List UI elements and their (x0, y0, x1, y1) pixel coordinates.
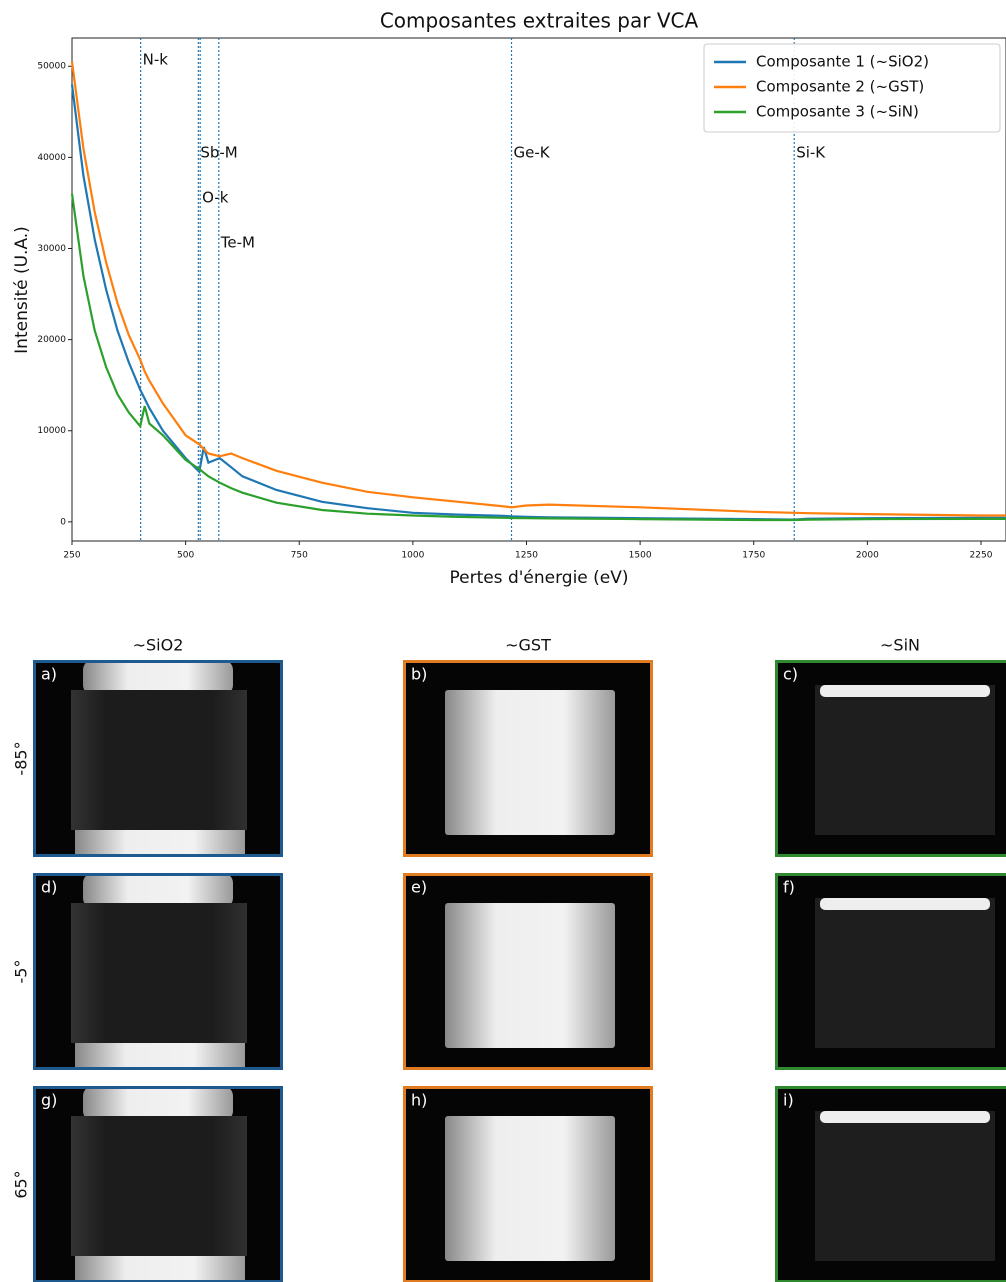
row-label: -85° (12, 741, 31, 775)
pillar-body (815, 685, 995, 835)
image-panel: h) (403, 1086, 653, 1282)
image-frame (403, 873, 653, 1070)
image-frame (33, 660, 283, 857)
panel-label: a) (41, 665, 57, 684)
pillar-body (71, 690, 247, 830)
y-tick-label: 0 (60, 517, 66, 527)
panel-label: c) (783, 665, 798, 684)
chart-title: Composantes extraites par VCA (380, 9, 699, 33)
y-tick-label: 10000 (37, 426, 66, 436)
panel-label: d) (41, 878, 57, 897)
pillar-top (83, 660, 233, 695)
x-tick-label: 2000 (856, 551, 879, 561)
image-panel: c) (775, 660, 1006, 857)
pillar-top (83, 1086, 233, 1121)
x-tick-label: 1750 (742, 551, 765, 561)
annotation-label: O-k (202, 189, 229, 207)
x-tick-label: 1250 (515, 551, 538, 561)
x-tick-label: 750 (291, 551, 308, 561)
pillar-bottom (75, 1256, 245, 1282)
pillar-body (445, 903, 615, 1048)
annotation-label: Si-K (796, 144, 826, 162)
y-tick-label: 40000 (37, 153, 66, 163)
legend-label: Composante 1 (~SiO2) (756, 53, 929, 71)
annotation-label: Te-M (220, 234, 255, 252)
y-tick-label: 20000 (37, 335, 66, 345)
panel-label: f) (783, 878, 795, 897)
pillar-body (445, 690, 615, 835)
y-tick-label: 50000 (37, 62, 66, 72)
x-tick-label: 500 (177, 551, 194, 561)
pillar-body (815, 898, 995, 1048)
panel-label: b) (411, 665, 427, 684)
image-panel: f) (775, 873, 1006, 1070)
x-tick-label: 2250 (970, 551, 993, 561)
x-axis-label: Pertes d'énergie (eV) (449, 568, 628, 588)
pillar-body (71, 903, 247, 1043)
x-tick-label: 1000 (401, 551, 424, 561)
pillar-cap (820, 1111, 990, 1123)
panel-label: i) (783, 1091, 794, 1110)
plot-frame (71, 37, 1006, 542)
row-label: 65° (12, 1170, 31, 1198)
image-panel: g) (33, 1086, 283, 1282)
legend-label: Composante 2 (~GST) (756, 78, 924, 96)
image-panel: b) (403, 660, 653, 857)
annotation-label: Ge-K (514, 144, 551, 162)
annotation-label: Sb-M (200, 144, 237, 162)
legend-box (703, 43, 1001, 133)
image-panel: e) (403, 873, 653, 1070)
image-panel: a) (33, 660, 283, 857)
series-line (70, 193, 1006, 522)
panel-label: g) (41, 1091, 57, 1110)
column-title: ~SiO2 (133, 636, 184, 655)
panel-label: h) (411, 1091, 427, 1110)
pillar-top (83, 873, 233, 908)
image-panel: d) (33, 873, 283, 1070)
annotation-label: N-k (143, 51, 169, 69)
row-label: -5° (12, 960, 31, 984)
pillar-cap (820, 898, 990, 910)
pillar-body (445, 1116, 615, 1261)
legend-label: Composante 3 (~SiN) (756, 103, 919, 121)
image-frame (775, 873, 1006, 1070)
pillar-body (71, 1116, 247, 1256)
image-panel: i) (775, 1086, 1006, 1282)
pillar-body (815, 1111, 995, 1261)
pillar-cap (820, 685, 990, 697)
image-frame (403, 660, 653, 857)
column-title: ~SiN (880, 636, 920, 655)
y-axis-label: Intensité (U.A.) (12, 226, 32, 354)
image-frame (33, 873, 283, 1070)
panel-label: e) (411, 878, 427, 897)
pillar-bottom (75, 1043, 245, 1070)
x-tick-label: 1500 (629, 551, 652, 561)
pillar-bottom (75, 830, 245, 857)
column-title: ~GST (505, 636, 551, 655)
y-tick-label: 30000 (37, 244, 66, 254)
series-line (70, 61, 1006, 517)
image-frame (775, 660, 1006, 857)
x-tick-label: 250 (63, 551, 80, 561)
